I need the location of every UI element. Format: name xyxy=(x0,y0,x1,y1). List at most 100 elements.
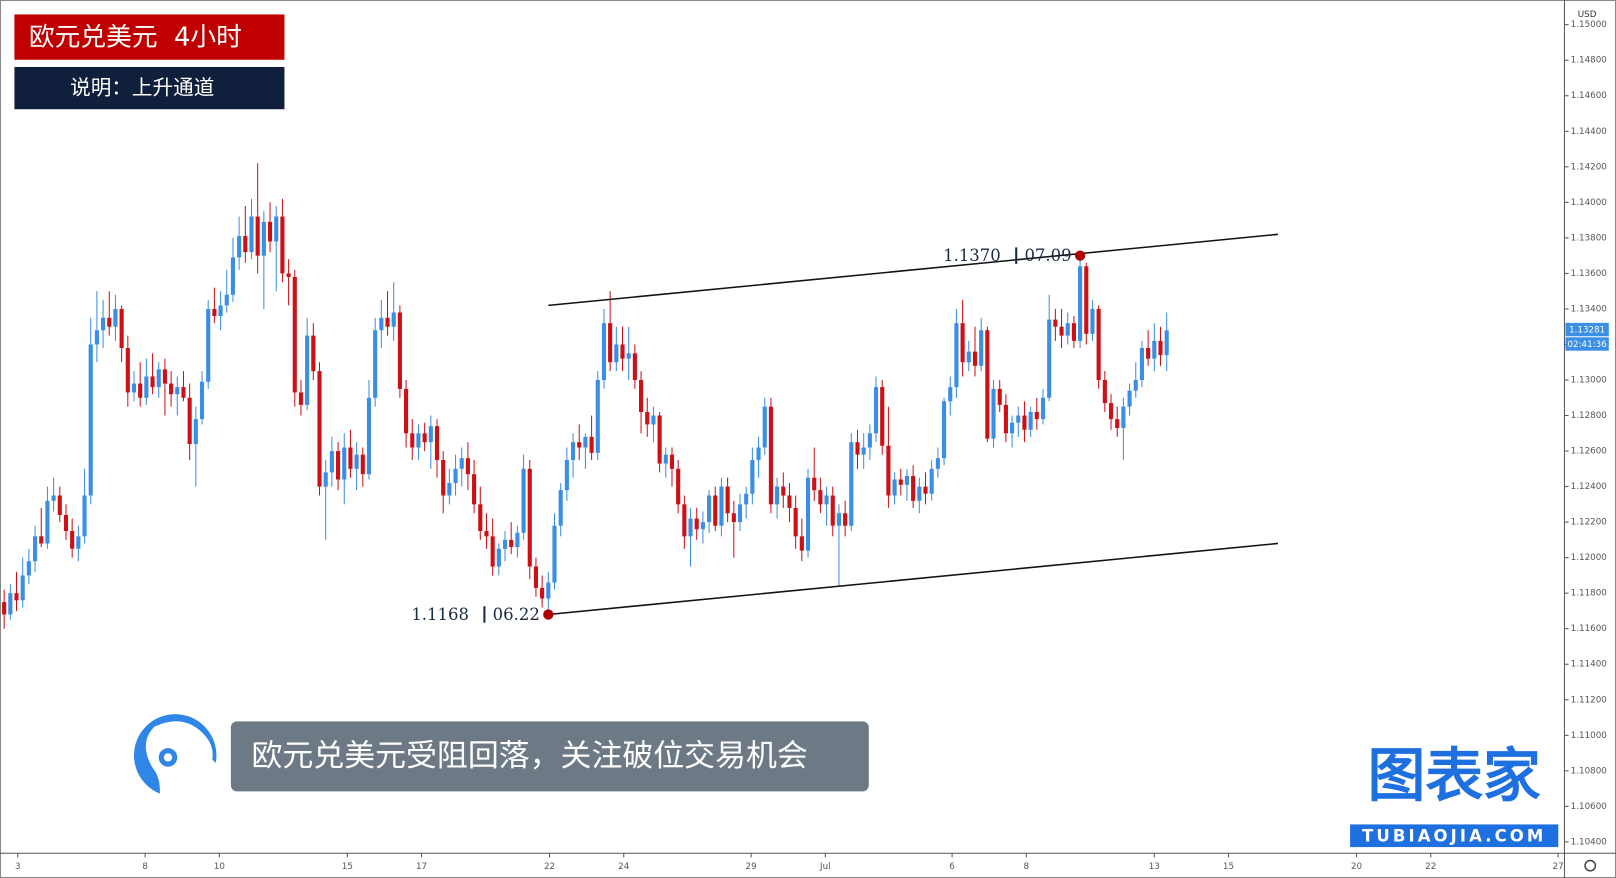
candle-body xyxy=(737,504,743,523)
channel-line xyxy=(548,542,1279,616)
candle-body xyxy=(731,513,736,523)
x-tick-label: 10 xyxy=(214,862,225,872)
candle-body xyxy=(948,387,953,402)
countdown-box xyxy=(1565,337,1609,351)
candle-body xyxy=(849,442,854,526)
candle-body xyxy=(150,376,155,388)
candle-body xyxy=(1040,397,1046,420)
annotation-price: 1.1370 xyxy=(943,246,1001,265)
candle-body xyxy=(558,490,563,526)
candle-body xyxy=(397,312,402,389)
candle-body xyxy=(923,486,928,494)
candle-body xyxy=(861,447,866,455)
candle-body xyxy=(639,379,644,412)
candle-body xyxy=(886,445,891,496)
candle-body xyxy=(509,539,514,547)
candle-body xyxy=(391,312,396,327)
candle-body xyxy=(744,493,749,505)
y-tick-label: 1.14800 xyxy=(1571,56,1607,66)
countdown: 02:41:36 xyxy=(1567,340,1607,350)
candle-body xyxy=(892,479,897,496)
y-tick-label: 1.11200 xyxy=(1571,695,1607,705)
candle-body xyxy=(533,566,539,588)
last-price-box xyxy=(1565,322,1609,337)
candle-body xyxy=(1121,406,1126,428)
last-price: 1.13281 xyxy=(1569,326,1605,336)
candle-body xyxy=(490,536,495,567)
candle-body xyxy=(224,294,229,306)
candle-body xyxy=(1053,319,1058,327)
candle-body xyxy=(1102,379,1107,404)
candle-body xyxy=(187,397,192,444)
candle-body xyxy=(954,323,959,388)
candle-body xyxy=(2,602,7,615)
settings-icon[interactable] xyxy=(1584,859,1597,872)
candle-body xyxy=(676,468,681,505)
candle-body xyxy=(663,454,668,464)
candle-body xyxy=(373,330,378,398)
x-tick-label: 3 xyxy=(15,862,21,872)
candle-body xyxy=(193,419,198,444)
y-tick-label: 1.14400 xyxy=(1571,127,1607,137)
x-tick-label: 15 xyxy=(342,862,353,872)
y-tick-label: 1.11400 xyxy=(1571,660,1607,670)
y-tick-label: 1.13600 xyxy=(1571,269,1607,279)
x-tick-label: 6 xyxy=(949,862,955,872)
candle-body xyxy=(1078,266,1083,341)
candle-body xyxy=(459,458,464,469)
candle-body xyxy=(484,531,489,537)
candle-body xyxy=(657,415,662,464)
candle-body xyxy=(552,525,557,583)
candle-body xyxy=(472,474,477,505)
y-tick-label: 1.12400 xyxy=(1571,482,1607,492)
x-tick-label: 29 xyxy=(746,862,757,872)
candle-body xyxy=(212,308,217,317)
y-tick-label: 1.10800 xyxy=(1571,766,1607,776)
x-tick-label: 8 xyxy=(142,862,148,872)
candle-body xyxy=(713,495,718,526)
logo-url: TUBIAOJIA.COM xyxy=(1362,826,1546,845)
chart-subtitle: 说明：上升通道 xyxy=(70,76,214,100)
y-tick-label: 1.12600 xyxy=(1571,447,1607,457)
candle-body xyxy=(1003,404,1008,434)
candle-body xyxy=(465,458,470,475)
candle-body xyxy=(911,475,916,501)
candle-body xyxy=(781,486,786,496)
logo-url-box xyxy=(1350,824,1559,848)
candle-body xyxy=(1034,411,1039,420)
candle-body xyxy=(762,406,767,448)
y-tick-label: 1.10400 xyxy=(1571,837,1607,847)
x-tick-label: 8 xyxy=(1024,862,1030,872)
candle-body xyxy=(230,257,236,295)
caption-box xyxy=(230,721,869,792)
y-tick-label: 1.12200 xyxy=(1571,518,1607,528)
candle-body xyxy=(589,436,594,453)
candle-body xyxy=(645,411,650,425)
candle-body xyxy=(843,513,848,526)
candle-body xyxy=(70,531,75,549)
candle-body xyxy=(960,323,965,363)
candle-body xyxy=(243,236,248,253)
candle-body xyxy=(1108,403,1114,420)
candle-body xyxy=(138,383,143,398)
candle-body xyxy=(1071,323,1076,341)
candle-body xyxy=(898,479,903,485)
candle-body xyxy=(261,221,266,256)
candle-body xyxy=(144,376,149,398)
candle-body xyxy=(323,472,328,487)
y-tick-label: 1.15000 xyxy=(1571,20,1607,30)
candle-body xyxy=(1084,266,1089,334)
y-tick-label: 1.11000 xyxy=(1571,731,1607,741)
candle-body xyxy=(169,383,174,395)
candle-body xyxy=(51,495,56,501)
candle-body xyxy=(805,477,811,551)
candle-body xyxy=(1047,319,1052,398)
candle-body xyxy=(812,477,817,491)
candle-body xyxy=(1139,348,1145,380)
candle-body xyxy=(1096,308,1101,380)
candle-body xyxy=(614,344,619,363)
candle-body xyxy=(917,486,922,501)
candle-body xyxy=(935,458,940,469)
candle-body xyxy=(63,515,69,532)
candle-body xyxy=(329,451,334,473)
